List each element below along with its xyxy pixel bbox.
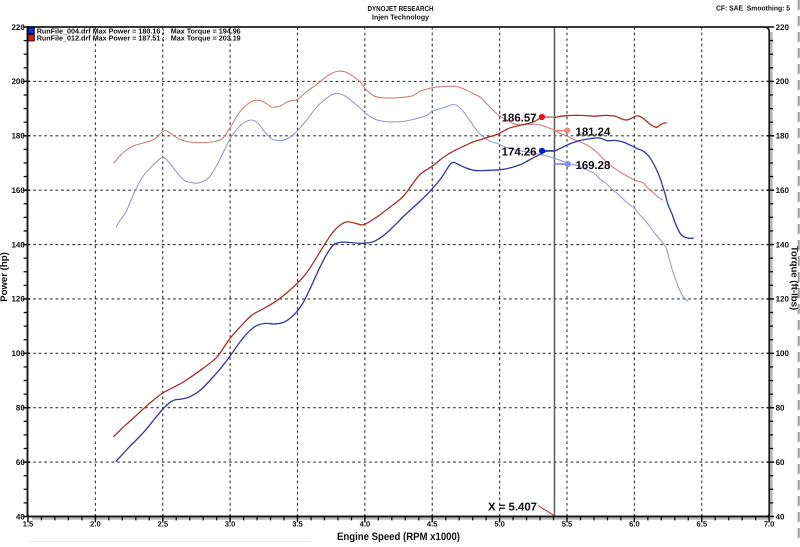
svg-text:200: 200 [11,77,25,86]
svg-text:2.5: 2.5 [158,519,169,528]
svg-text:174.26: 174.26 [502,147,537,159]
svg-text:60: 60 [776,458,785,467]
svg-text:40: 40 [16,512,25,521]
svg-text:40: 40 [776,512,785,521]
svg-text:169.28: 169.28 [576,160,611,172]
svg-text:220: 220 [776,23,790,32]
svg-text:186.57: 186.57 [502,113,537,125]
svg-text:5.5: 5.5 [562,519,573,528]
svg-text:160: 160 [11,186,25,195]
svg-text:Engine Speed (RPM x1000): Engine Speed (RPM x1000) [337,531,460,542]
svg-text:X = 5.407: X = 5.407 [488,501,537,513]
svg-text:100: 100 [776,349,790,358]
svg-text:120: 120 [776,295,790,304]
svg-text:1.5: 1.5 [23,519,34,528]
svg-text:5.0: 5.0 [494,519,505,528]
svg-text:181.24: 181.24 [576,127,612,139]
svg-text:Torque (ft-lbs): Torque (ft-lbs) [789,246,800,310]
svg-text:Injen Technology: Injen Technology [372,13,429,22]
svg-text:60: 60 [16,458,25,467]
svg-text:80: 80 [16,404,25,413]
svg-text:180: 180 [776,132,790,141]
svg-text:CF: SAE Smoothing: 5: CF: SAE Smoothing: 5 [716,3,790,12]
svg-text:80: 80 [776,404,785,413]
svg-text:220: 220 [11,23,25,32]
svg-text:Power (hp): Power (hp) [0,252,10,302]
svg-text:4.0: 4.0 [360,519,371,528]
svg-text:200: 200 [776,77,790,86]
svg-text:2.0: 2.0 [90,519,101,528]
svg-text:3.5: 3.5 [292,519,303,528]
svg-text:7.0: 7.0 [764,519,775,528]
svg-text:140: 140 [11,240,25,249]
svg-text:6.0: 6.0 [629,519,640,528]
svg-text:6.5: 6.5 [697,519,708,528]
svg-text:140: 140 [776,240,790,249]
svg-text:RunFile_004.drf Max Power = 18: RunFile_004.drf Max Power = 180.16 ; Max… [37,26,241,35]
svg-text:120: 120 [11,295,25,304]
svg-text:RunFile_012.drf Max Power = 18: RunFile_012.drf Max Power = 187.51 ; Max… [37,34,241,43]
svg-text:100: 100 [11,349,25,358]
svg-text:DYNOJET RESEARCH: DYNOJET RESEARCH [368,4,434,13]
svg-text:160: 160 [776,186,790,195]
svg-text:3.0: 3.0 [225,519,236,528]
svg-text:180: 180 [11,132,25,141]
svg-text:4.5: 4.5 [427,519,438,528]
